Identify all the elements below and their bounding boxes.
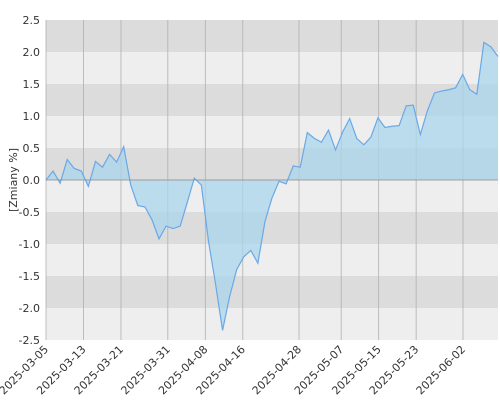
series-area-fill (46, 42, 498, 331)
grid-band (46, 244, 498, 276)
grid-band (46, 52, 498, 84)
series-line (45, 41, 499, 331)
y-tick-label: -0.5 (19, 206, 40, 219)
y-tick-label: -2.5 (19, 334, 40, 347)
x-axis-ticks: 2025-03-052025-03-132025-03-212025-03-31… (0, 343, 468, 397)
y-axis-title: [Zmiany %] (7, 148, 20, 212)
y-axis-ticks: 2.5 2.0 1.5 1.0 0.5 0.0 -0.5 -1.0 -1.5 -2.0 -2.5 (19, 14, 40, 347)
y-tick-label: 1.0 (23, 110, 41, 123)
grid-band (46, 20, 498, 52)
x-tick-label: 2025-06-02 (414, 343, 468, 397)
y-tick-label: 2.5 (23, 14, 41, 27)
y-tick-label: 2.0 (23, 46, 41, 59)
y-tick-label: -2.0 (19, 302, 40, 315)
y-tick-label: 0.0 (23, 174, 41, 187)
y-tick-label: -1.5 (19, 270, 40, 283)
y-tick-label: 1.5 (23, 78, 41, 91)
grid-band (46, 276, 498, 308)
y-tick-label: 0.5 (23, 142, 41, 155)
grid-band (46, 212, 498, 244)
y-tick-label: -1.0 (19, 238, 40, 251)
series-area (45, 41, 499, 331)
grid-band (46, 308, 498, 340)
